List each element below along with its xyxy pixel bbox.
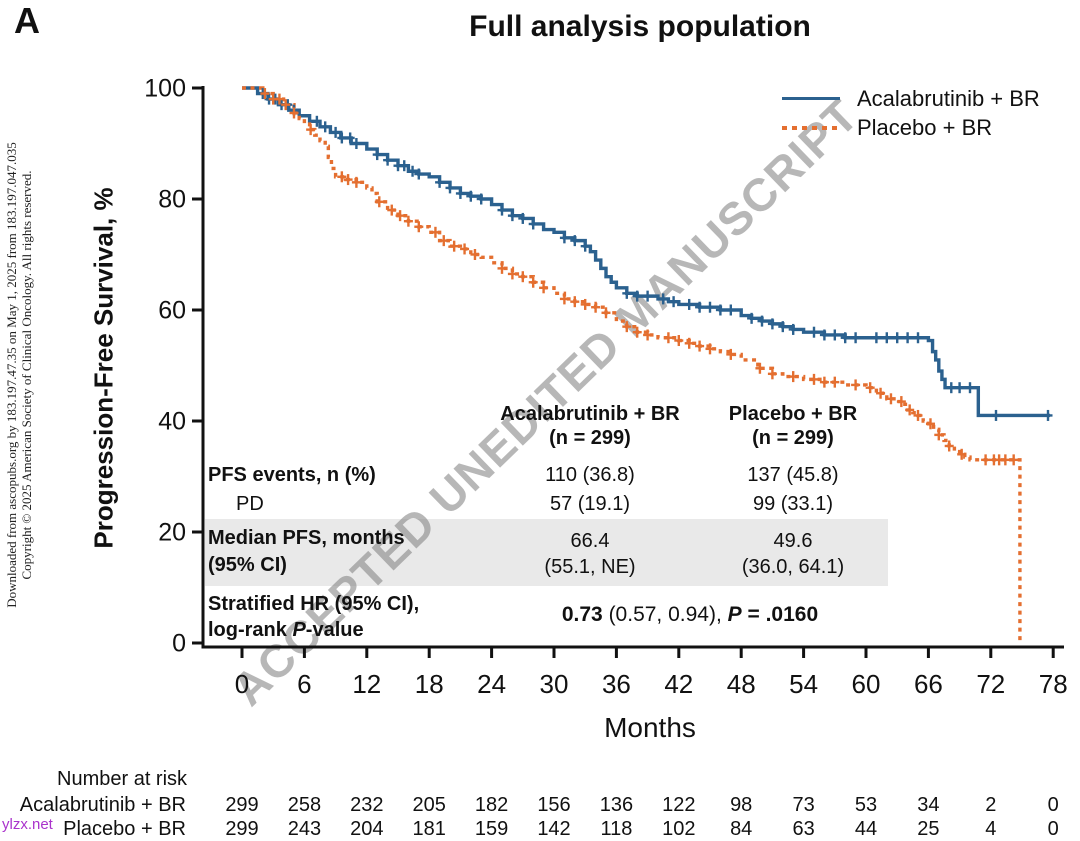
hr-point-estimate: 0.73 [561, 603, 603, 626]
acalabrutinib-line-swatch [782, 97, 840, 100]
legend: Acalabrutinib + BR Placebo + BR [782, 84, 1040, 142]
legend-item-placebo: Placebo + BR [782, 113, 1040, 142]
pd-placebo: 99 (33.1) [752, 493, 834, 515]
median-placebo-value: 49.6 [773, 530, 813, 552]
pd-label: PD [236, 493, 264, 515]
ylzx-watermark: ylzx.net [2, 816, 53, 833]
stats-col1-header: Acalabrutinib + BR [500, 403, 680, 425]
risk-count: 243 [287, 818, 322, 840]
legend-label-acalabrutinib: Acalabrutinib + BR [857, 85, 1040, 111]
risk-count: 4 [985, 818, 997, 840]
median-acala-ci: (55.1, NE) [544, 556, 636, 578]
x-tick-label: 24 [477, 669, 506, 699]
number-at-risk-title: Number at risk [57, 768, 188, 790]
x-tick-label: 42 [664, 669, 693, 699]
risk-count: 44 [854, 818, 878, 840]
risk-count: 232 [350, 794, 384, 816]
risk-count: 204 [350, 818, 384, 840]
x-tick-label: 18 [415, 669, 444, 699]
risk-count: 142 [537, 818, 571, 840]
hr-label-value-suffix: -value [305, 619, 364, 641]
y-tick-label: 0 [172, 630, 186, 658]
hr-p-value: = .0160 [741, 603, 819, 626]
placebo-line-swatch [782, 125, 840, 130]
median-placebo-ci: (36.0, 64.1) [741, 556, 845, 578]
risk-count: 299 [225, 794, 259, 816]
risk-count: 181 [412, 818, 446, 840]
median-pfs-label-line1: Median PFS, months [208, 527, 405, 549]
risk-count: 25 [917, 818, 940, 840]
hr-label-line2: log-rank P-value [208, 619, 364, 642]
risk-count: 53 [854, 794, 878, 816]
median-row-highlight [205, 519, 888, 586]
pfs-events-acala: 110 (36.8) [545, 464, 635, 486]
legend-label-placebo: Placebo + BR [857, 114, 993, 140]
y-axis-label: Progression-Free Survival, % [88, 187, 119, 549]
risk-count: 122 [662, 794, 696, 816]
median-pfs-label-line2: (95% CI) [208, 554, 287, 576]
survival-plot: 0 20 40 60 80 100 0 6 12 18 24 30 36 42 48 54 60 66 72 78 [144, 75, 1067, 700]
pfs-events-placebo: 137 (45.8) [747, 464, 839, 486]
risk-count: 63 [792, 818, 815, 840]
risk-count: 156 [537, 794, 571, 816]
hr-ci: (0.57, 0.94), [602, 603, 728, 626]
pd-acala: 57 (19.1) [549, 493, 631, 515]
download-line: Downloaded from ascopubs.org by 183.197.… [4, 142, 19, 608]
x-tick-label: 66 [914, 669, 943, 699]
x-tick-label: 54 [789, 669, 818, 699]
risk-count: 0 [1047, 794, 1059, 816]
y-tick-label: 80 [158, 186, 186, 214]
risk-count: 2 [985, 794, 997, 816]
download-copyright-note: Downloaded from ascopubs.org by 183.197.… [4, 55, 34, 695]
censor-marks [258, 88, 1053, 466]
hr-p-symbol: P [727, 603, 742, 626]
stats-col1-n: (n = 299) [549, 427, 631, 449]
legend-item-acalabrutinib: Acalabrutinib + BR [782, 84, 1040, 113]
y-tick-label: 40 [158, 408, 186, 436]
pfs-events-label: PFS events, n (%) [208, 464, 376, 486]
risk-count: 0 [1047, 818, 1059, 840]
chart-title: Full analysis population [469, 10, 811, 43]
axes: 0 20 40 60 80 100 0 6 12 18 24 30 36 42 48 54 60 66 72 78 [144, 75, 1067, 700]
y-tick-label: 100 [144, 75, 186, 103]
panel-label: A [14, 0, 40, 41]
x-tick-label: 12 [352, 669, 381, 699]
risk-count: 118 [600, 818, 633, 840]
stats-col2-header: Placebo + BR [728, 403, 858, 425]
hr-label-line1: Stratified HR (95% CI), [208, 593, 420, 615]
risk-row-label-placebo: Placebo + BR [63, 818, 186, 840]
risk-count: 205 [412, 794, 446, 816]
hr-label-p-italic: P [292, 619, 306, 641]
x-tick-label: 78 [1039, 669, 1068, 699]
x-tick-label: 6 [297, 669, 311, 699]
y-tick-label: 60 [158, 297, 186, 325]
risk-count: 34 [917, 794, 940, 816]
hr-label-logrank: log-rank [208, 619, 293, 641]
x-axis-label: Months [604, 712, 696, 743]
x-tick-label: 30 [540, 669, 569, 699]
x-tick-label: 36 [602, 669, 631, 699]
risk-count: 299 [225, 818, 259, 840]
x-tick-label: 72 [976, 669, 1005, 699]
median-acala-value: 66.4 [570, 530, 610, 552]
x-tick-label: 60 [852, 669, 881, 699]
risk-count: 159 [474, 818, 509, 840]
risk-count: 73 [792, 794, 815, 816]
risk-count: 98 [730, 794, 753, 816]
risk-row-label-acalabrutinib: Acalabrutinib + BR [19, 794, 186, 816]
risk-count: 182 [474, 794, 509, 816]
hr-value: 0.73 (0.57, 0.94), P = .0160 [460, 603, 920, 627]
copyright-line: Copyright © 2025 American Society of Cli… [19, 170, 34, 580]
risk-count: 258 [287, 794, 322, 816]
risk-count: 84 [730, 818, 753, 840]
x-tick-label: 48 [727, 669, 756, 699]
risk-count: 102 [662, 818, 696, 840]
risk-count: 136 [599, 794, 634, 816]
x-tick-label: 0 [235, 669, 249, 699]
y-tick-label: 20 [158, 519, 186, 547]
stats-col2-n: (n = 299) [752, 427, 834, 449]
